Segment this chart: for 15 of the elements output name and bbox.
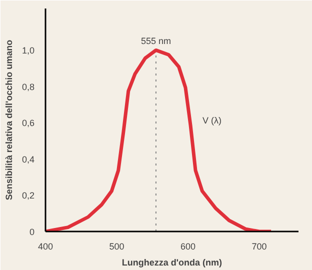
y-axis-title: Sensibilità relativa dell'occhio umano bbox=[4, 39, 14, 200]
y-tick-label: 0,2 bbox=[22, 190, 35, 201]
y-tick-label: 0,6 bbox=[22, 118, 35, 128]
y-tick-label: 1,0 bbox=[22, 46, 35, 56]
x-tick-label: 600 bbox=[180, 242, 196, 252]
x-tick-label: 500 bbox=[109, 242, 124, 252]
y-tick-label: 0 bbox=[29, 227, 35, 237]
y-tick-label: 0,8 bbox=[22, 82, 35, 92]
x-axis-title: Lunghezza d'onda (nm) bbox=[122, 258, 222, 268]
y-tick-label: 0,4 bbox=[22, 154, 35, 164]
line-series bbox=[46, 48, 273, 232]
x-tick-label: 400 bbox=[38, 242, 54, 252]
x-tick-label: 700 bbox=[252, 242, 267, 252]
series-label: V (λ) bbox=[202, 115, 222, 126]
ref-line-label: 555 nm bbox=[140, 36, 171, 46]
